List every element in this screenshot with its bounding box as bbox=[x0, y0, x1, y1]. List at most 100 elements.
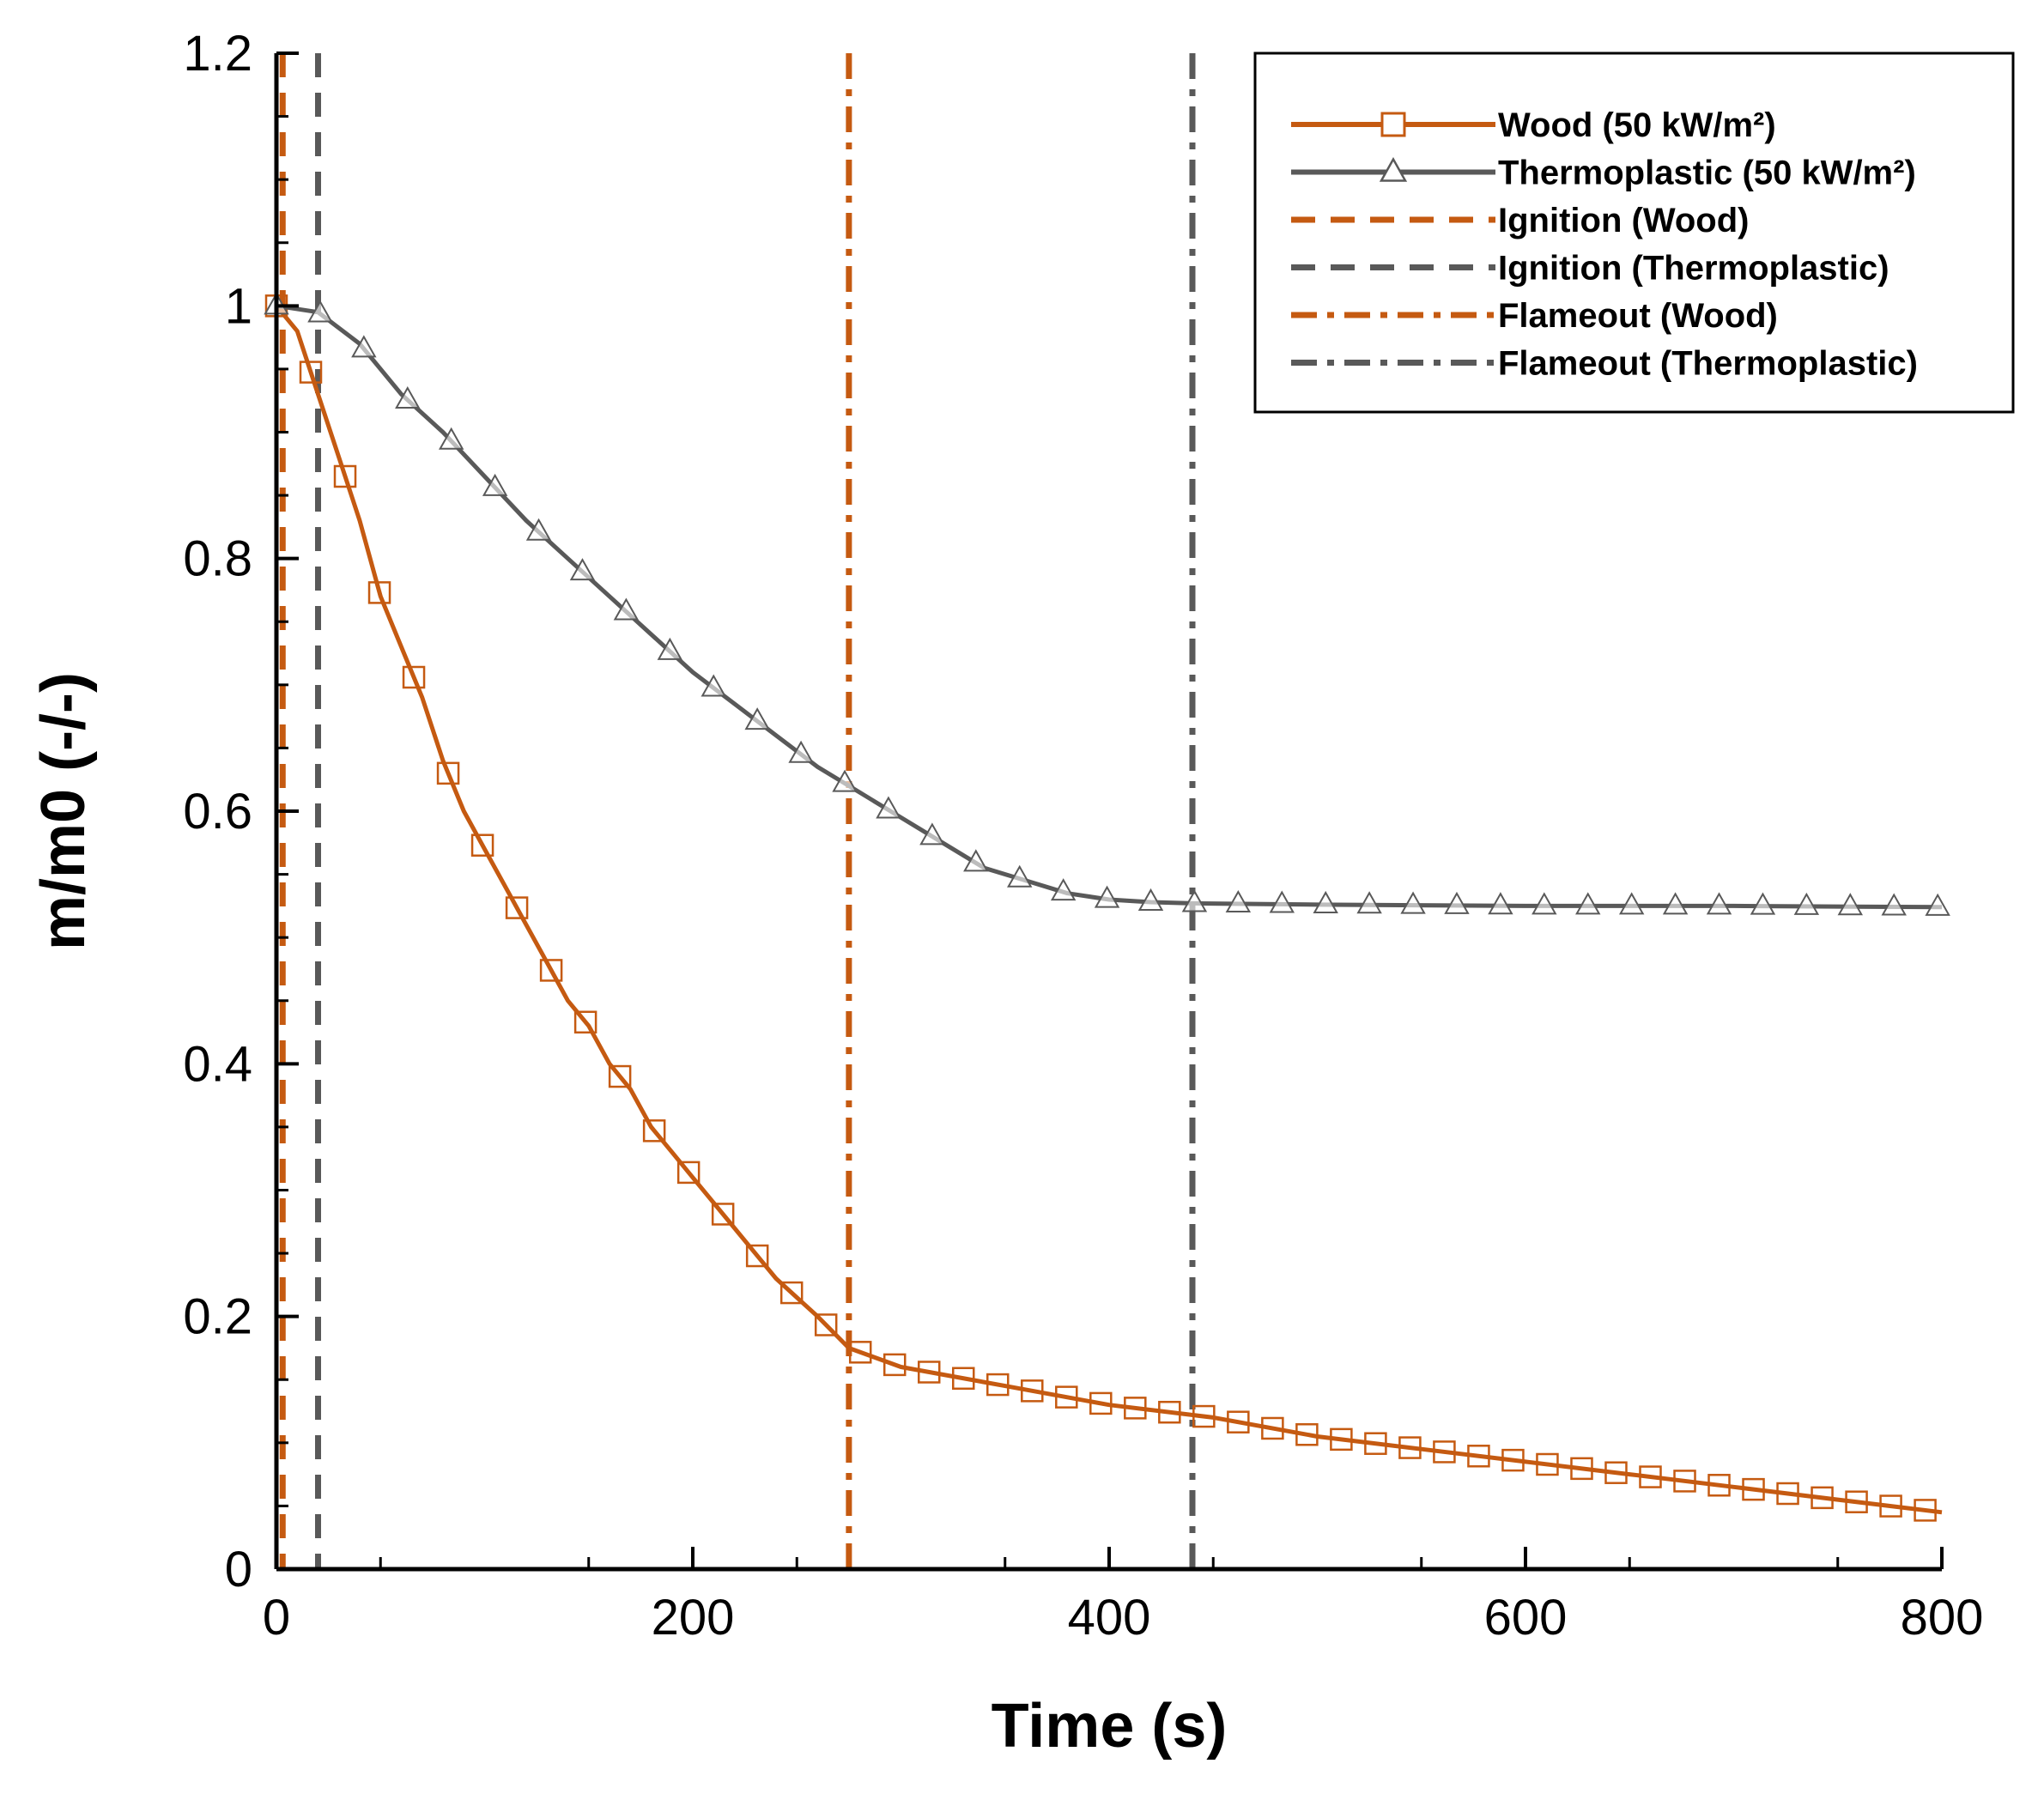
data-point-1-38 bbox=[1925, 893, 1950, 916]
legend-marker-0 bbox=[1380, 112, 1406, 137]
y-tick-label-3: 0.6 bbox=[183, 784, 252, 839]
data-point-1-13 bbox=[832, 769, 858, 792]
data-point-1-25 bbox=[1356, 891, 1382, 914]
data-point-1-19 bbox=[1094, 885, 1120, 908]
data-point-0-42 bbox=[1707, 1474, 1731, 1497]
x-tick-label-0: 0 bbox=[263, 1590, 290, 1646]
data-point-0-32 bbox=[1364, 1432, 1387, 1455]
data-point-1-3 bbox=[395, 385, 421, 409]
legend-label-2: Ignition (Wood) bbox=[1498, 202, 1749, 239]
data-point-0-2 bbox=[333, 464, 357, 488]
y-tick-label-5: 1 bbox=[225, 278, 252, 334]
legend: Wood (50 kW/m²) Thermoplastic (50 kW/m²) I… bbox=[1253, 52, 2015, 414]
data-point-1-12 bbox=[788, 740, 814, 763]
data-point-1-30 bbox=[1575, 892, 1601, 915]
legend-item-5: Flameout (Thermoplastic) bbox=[1291, 345, 1918, 383]
data-point-0-4 bbox=[402, 665, 426, 689]
data-point-0-8 bbox=[539, 959, 563, 982]
data-point-0-16 bbox=[814, 1313, 838, 1336]
data-point-0-31 bbox=[1330, 1427, 1353, 1452]
data-point-0-45 bbox=[1810, 1486, 1834, 1510]
data-point-0-25 bbox=[1124, 1397, 1147, 1420]
x-tick-label-4: 800 bbox=[1901, 1590, 1984, 1646]
data-point-1-22 bbox=[1225, 889, 1252, 912]
series-line-0 bbox=[275, 304, 1943, 1515]
data-point-0-15 bbox=[779, 1281, 804, 1305]
data-point-1-5 bbox=[482, 473, 508, 496]
data-point-0-5 bbox=[436, 761, 460, 785]
data-point-0-24 bbox=[1089, 1391, 1113, 1415]
data-point-0-43 bbox=[1742, 1477, 1765, 1501]
data-point-1-32 bbox=[1662, 892, 1689, 915]
data-point-0-6 bbox=[470, 833, 494, 857]
data-point-0-35 bbox=[1467, 1445, 1490, 1468]
data-point-1-33 bbox=[1706, 892, 1732, 915]
data-point-1-15 bbox=[919, 822, 945, 845]
data-point-1-31 bbox=[1618, 892, 1645, 915]
legend-item-4: Flameout (Wood) bbox=[1291, 297, 1778, 335]
data-point-1-26 bbox=[1400, 891, 1426, 914]
data-point-0-27 bbox=[1192, 1404, 1216, 1428]
data-point-0-39 bbox=[1604, 1461, 1628, 1484]
data-point-0-12 bbox=[676, 1161, 701, 1185]
data-point-0-28 bbox=[1227, 1410, 1250, 1433]
data-point-0-37 bbox=[1536, 1452, 1559, 1476]
data-point-0-3 bbox=[367, 581, 391, 604]
data-point-1-17 bbox=[1007, 864, 1033, 888]
legend-label-5: Flameout (Thermoplastic) bbox=[1498, 345, 1918, 383]
data-point-0-18 bbox=[882, 1353, 907, 1377]
data-point-0-47 bbox=[1879, 1494, 1902, 1518]
y-axis-title: m/m0 (-/-) bbox=[29, 672, 98, 950]
legend-label-0: Wood (50 kW/m²) bbox=[1498, 106, 1776, 144]
data-point-0-10 bbox=[608, 1064, 632, 1088]
data-point-0-33 bbox=[1398, 1436, 1422, 1459]
data-point-0-7 bbox=[505, 896, 529, 919]
data-point-0-44 bbox=[1776, 1482, 1799, 1506]
data-point-1-28 bbox=[1488, 892, 1513, 915]
data-point-0-29 bbox=[1261, 1416, 1284, 1440]
data-point-0-46 bbox=[1845, 1490, 1868, 1513]
data-point-1-20 bbox=[1137, 888, 1164, 911]
data-point-1-29 bbox=[1531, 892, 1557, 915]
data-point-1-10 bbox=[701, 674, 726, 697]
data-point-1-1 bbox=[307, 300, 333, 323]
data-point-1-23 bbox=[1269, 890, 1295, 913]
legend-item-3: Ignition (Thermoplastic) bbox=[1291, 250, 1889, 288]
legend-item-0: Wood (50 kW/m²) bbox=[1291, 106, 1776, 144]
data-point-0-17 bbox=[848, 1341, 872, 1364]
data-point-1-36 bbox=[1837, 893, 1864, 916]
x-axis-title: Time (s) bbox=[992, 1692, 1228, 1761]
data-point-1-8 bbox=[613, 597, 640, 621]
data-point-0-9 bbox=[573, 1010, 597, 1034]
data-point-0-48 bbox=[1914, 1499, 1937, 1522]
data-point-1-4 bbox=[438, 427, 464, 450]
data-point-1-24 bbox=[1313, 890, 1338, 913]
data-point-1-37 bbox=[1881, 893, 1907, 916]
legend-marker-1 bbox=[1379, 156, 1408, 182]
axes: 0 200 400 600 800 0 0.2 0.4 0.6 0.8 1 1.2 bbox=[183, 26, 1983, 1646]
data-point-0-21 bbox=[986, 1373, 1010, 1397]
legend-label-4: Flameout (Wood) bbox=[1498, 297, 1778, 335]
data-point-1-6 bbox=[525, 518, 552, 541]
data-point-0-34 bbox=[1433, 1440, 1456, 1464]
data-point-0-40 bbox=[1639, 1465, 1662, 1488]
data-point-0-26 bbox=[1158, 1400, 1181, 1424]
data-point-0-19 bbox=[917, 1361, 941, 1384]
data-point-0-20 bbox=[952, 1367, 975, 1391]
data-point-1-11 bbox=[744, 707, 770, 730]
data-point-0-36 bbox=[1501, 1448, 1525, 1472]
y-tick-label-1: 0.2 bbox=[183, 1289, 252, 1345]
data-point-0-11 bbox=[642, 1119, 666, 1142]
data-point-1-18 bbox=[1050, 878, 1077, 901]
data-point-0-41 bbox=[1673, 1470, 1696, 1493]
data-point-1-2 bbox=[351, 335, 377, 358]
data-point-1-21 bbox=[1181, 889, 1208, 912]
data-point-1-16 bbox=[963, 849, 989, 872]
plot-area bbox=[264, 53, 1950, 1569]
legend-item-1: Thermoplastic (50 kW/m²) bbox=[1291, 155, 1916, 192]
data-point-0-38 bbox=[1570, 1457, 1593, 1481]
legend-label-3: Ignition (Thermoplastic) bbox=[1498, 250, 1889, 288]
data-point-1-14 bbox=[876, 796, 901, 819]
y-tick-label-6: 1.2 bbox=[183, 26, 252, 82]
